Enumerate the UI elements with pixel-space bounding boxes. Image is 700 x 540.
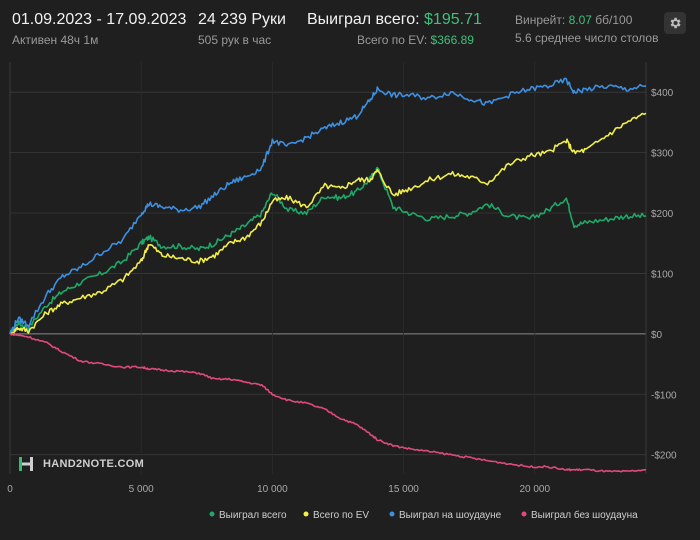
legend-entry: Всего по EV <box>313 510 369 521</box>
winrate: Винрейт: 8.07 бб/100 <box>515 12 658 28</box>
legend-entry: Выиграл на шоудауне <box>399 510 502 521</box>
series-line <box>9 166 647 335</box>
ev-label: Всего по EV: <box>357 33 428 47</box>
y-tick-label: $300 <box>651 149 674 160</box>
hands-per-hour: 505 рук в час <box>198 33 272 47</box>
legend-marker <box>389 511 395 517</box>
legend-entry: Выиграл без шоудауна <box>531 509 638 521</box>
x-tick-label: 10 000 <box>257 484 288 495</box>
watermark: HAND2NOTE.COM <box>18 456 144 472</box>
winnings-block: Выиграл всего: $195.71 Всего по EV: $366… <box>305 10 495 48</box>
hands-count: 24 239 Руки <box>198 11 286 28</box>
chart-area: $400 $300 $200 $100 $0 -$100 -$200 0 5 000 10 000… <box>0 56 700 535</box>
ev-value: $366.89 <box>430 33 474 47</box>
x-tick-label: 0 <box>7 484 13 495</box>
hands-block: 24 239 Руки 505 рук в час <box>198 10 286 48</box>
winrate-block: Винрейт: 8.07 бб/100 5.6 среднее число с… <box>515 10 658 46</box>
watermark-text: HAND2NOTE.COM <box>43 458 145 470</box>
y-tick-label: $400 <box>651 88 674 99</box>
won-total: Выиграл всего: $195.71 <box>305 10 495 30</box>
series-line <box>9 77 646 335</box>
legend-marker <box>303 511 309 517</box>
legend-entry: Выиграл всего <box>219 510 287 521</box>
y-tick-label: -$200 <box>651 451 677 462</box>
y-tick-label: -$100 <box>651 390 677 401</box>
h2n-logo-icon <box>19 457 33 471</box>
y-tick-label: $0 <box>651 330 663 341</box>
y-tick-label: $100 <box>651 269 674 280</box>
gear-icon <box>670 17 681 29</box>
winrate-unit: бб/100 <box>595 13 633 27</box>
legend-marker <box>209 511 215 517</box>
legend-marker <box>521 511 527 517</box>
x-tick-label: 15 000 <box>388 484 419 495</box>
active-time: Активен 48ч 1м <box>12 33 99 47</box>
winrate-value: 8.07 <box>568 13 592 27</box>
won-value: $195.71 <box>424 11 482 28</box>
date-range: 01.09.2023 - 17.09.2023 <box>12 11 187 28</box>
series-line <box>9 332 646 473</box>
won-label: Выиграл всего: <box>307 11 420 28</box>
y-tick-label: $200 <box>651 209 674 220</box>
stats-header: 01.09.2023 - 17.09.2023 Активен 48ч 1м 2… <box>0 0 700 56</box>
period-block: 01.09.2023 - 17.09.2023 Активен 48ч 1м <box>12 10 186 48</box>
avg-tables: 5.6 среднее число столов <box>515 31 659 45</box>
ev-total: Всего по EV: $366.89 <box>305 32 495 48</box>
x-tick-label: 5 000 <box>129 484 154 495</box>
winrate-label: Винрейт: <box>515 13 566 27</box>
profit-chart: $400 $300 $200 $100 $0 -$100 -$200 0 5 000 10 000… <box>7 62 677 521</box>
series-line <box>9 112 647 336</box>
settings-button[interactable] <box>664 12 686 34</box>
x-tick-label: 20 000 <box>519 484 550 495</box>
